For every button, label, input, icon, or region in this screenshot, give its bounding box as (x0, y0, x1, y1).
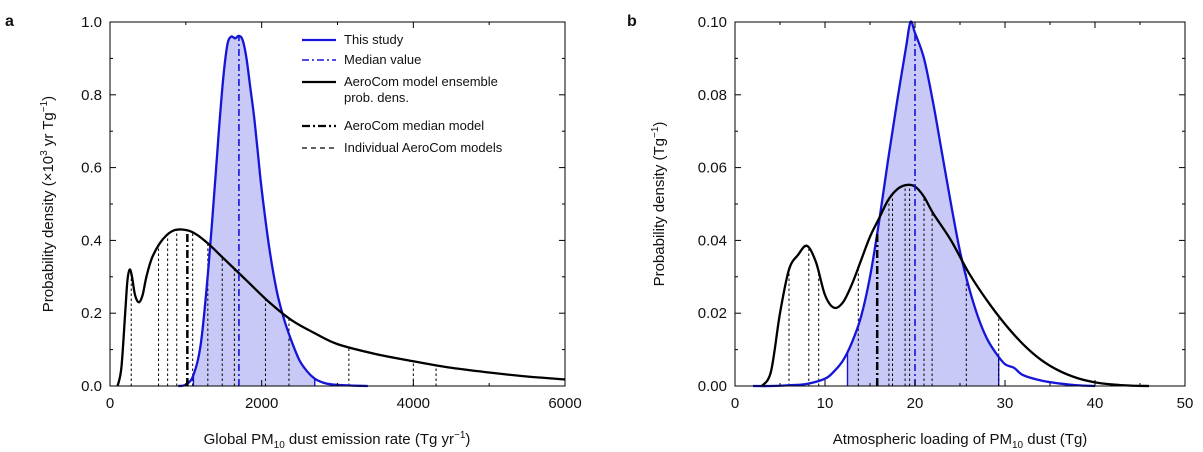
x-axis-label-a: Global PM10 dust emission rate (Tg yr−1) (204, 430, 471, 451)
y-tick-label: 1.0 (81, 14, 102, 31)
x-tick-label: 50 (1177, 395, 1194, 412)
y-tick-label: 0.08 (698, 87, 727, 104)
y-tick-label: 0.0 (81, 378, 102, 395)
x-tick-label: 20 (907, 395, 924, 412)
x-tick-label: 0 (731, 395, 739, 412)
panel-letter-b: b (627, 13, 637, 30)
y-tick-label: 0.2 (81, 305, 102, 322)
this-study-area (847, 22, 999, 386)
axis-ticks-a: 0 2000 4000 6000 0.0 0.2 0.4 0.6 0.8 1.0 (81, 14, 582, 412)
panel-a: a 0 2000 4000 6000 0.0 0.2 0.4 0.6 0.8 1.0 Global… (5, 13, 582, 451)
y-axis-label-a: Probability density (×103 yr Tg−1) (39, 96, 57, 312)
svg-text:Individual AeroCom models: Individual AeroCom models (344, 140, 503, 155)
y-tick-label: 0.04 (698, 232, 727, 249)
y-tick-label: 0.10 (698, 14, 727, 31)
x-tick-label: 2000 (245, 395, 278, 412)
y-tick-label: 0.4 (81, 232, 102, 249)
svg-text:AeroCom median model: AeroCom median model (344, 118, 484, 133)
aerocom-ensemble-curve (116, 228, 566, 387)
y-axis-label-b: Probability density (Tg−1) (650, 122, 668, 287)
x-axis-label-b: Atmospheric loading of PM10 dust (Tg) (833, 431, 1088, 451)
this-study-curve (178, 34, 368, 388)
panel-b: b 0 10 20 30 40 50 0.00 0.02 0.04 0.06 0.08 0.10 At… (627, 13, 1193, 451)
legend-item-aerocom-median-model: AeroCom median model (302, 118, 484, 133)
legend-item-individual-models: Individual AeroCom models (302, 140, 503, 155)
y-tick-label: 0.00 (698, 378, 727, 395)
aerocom-ensemble-curve (761, 183, 1150, 388)
y-tick-label: 0.02 (698, 305, 727, 322)
svg-text:This study: This study (344, 32, 404, 47)
legend-item-aerocom-ensemble: AeroCom model ensemble prob. dens. (302, 74, 498, 105)
x-tick-label: 30 (997, 395, 1014, 412)
x-tick-label: 0 (106, 395, 114, 412)
this-study-curve (752, 20, 1096, 388)
axis-ticks-b: 0 10 20 30 40 50 0.00 0.02 0.04 0.06 0.08 0.10 (698, 14, 1194, 412)
x-tick-label: 6000 (548, 395, 581, 412)
individual-aerocom-models (130, 229, 437, 386)
y-tick-label: 0.06 (698, 160, 727, 177)
svg-text:prob. dens.: prob. dens. (344, 90, 409, 105)
this-study-area (193, 35, 315, 386)
panel-letter-a: a (5, 13, 14, 30)
svg-text:AeroCom model ensemble: AeroCom model ensemble (344, 74, 498, 89)
x-tick-label: 10 (817, 395, 834, 412)
y-tick-label: 0.6 (81, 160, 102, 177)
y-tick-label: 0.8 (81, 87, 102, 104)
legend-item-median-value: Median value (302, 52, 421, 67)
legend: This study Median value AeroCom model en… (302, 32, 503, 155)
this-study-shaded-area (192, 35, 316, 386)
x-tick-label: 40 (1087, 395, 1104, 412)
x-tick-label: 4000 (397, 395, 430, 412)
svg-text:Median value: Median value (344, 52, 421, 67)
legend-item-this-study: This study (302, 32, 404, 47)
this-study-shaded-area (846, 22, 1000, 386)
individual-aerocom-models (788, 185, 1000, 386)
